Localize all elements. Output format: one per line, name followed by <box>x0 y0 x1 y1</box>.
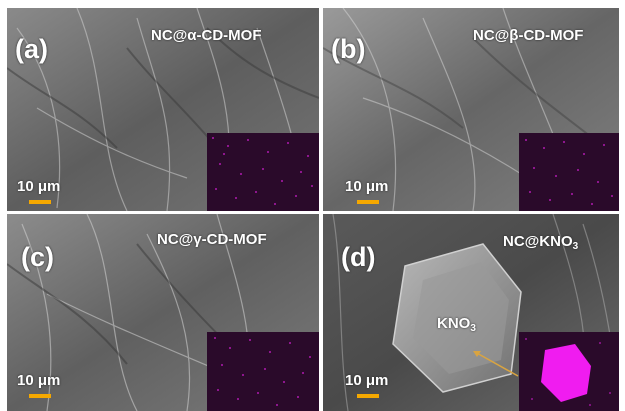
scale-text-a: 10 μm <box>17 178 61 195</box>
eds-map-inset-a <box>207 133 319 211</box>
eds-map-inset-b <box>519 133 619 211</box>
panel-label-c: (c) <box>21 242 54 272</box>
panel-title-b: NC@β-CD-MOF <box>473 27 584 44</box>
sem-panel-b: (b) NC@β-CD-MOF 10 μm <box>323 8 619 211</box>
kno3-annotation-main: KNO <box>437 315 471 332</box>
panel-title-c: NC@γ-CD-MOF <box>157 231 267 248</box>
sem-panel-c: (c) NC@γ-CD-MOF 10 μm <box>7 214 319 411</box>
panel-title-d: NC@KNO3 <box>503 234 578 252</box>
scale-bar-c <box>29 394 51 398</box>
kno3-annotation-label: KNO3 <box>437 316 476 334</box>
scale-bar-a <box>29 200 51 204</box>
sem-panel-d: (d) NC@KNO3 KNO3 10 μm <box>323 214 619 411</box>
sem-image-a <box>7 8 319 211</box>
scale-text-b: 10 μm <box>345 178 389 195</box>
kno3-annotation-sub: 3 <box>470 323 476 334</box>
scale-bar-d <box>357 394 379 398</box>
eds-map-inset-d <box>519 332 619 411</box>
scale-bar-b <box>357 200 379 204</box>
panel-label-a: (a) <box>15 34 48 64</box>
scale-text-c: 10 μm <box>17 372 61 389</box>
panel-title-a: NC@α-CD-MOF <box>151 27 262 44</box>
panel-title-d-sub: 3 <box>572 241 579 252</box>
panel-title-d-main: NC@KNO <box>503 233 573 250</box>
annotation-arrow <box>474 351 519 377</box>
eds-map-inset-c <box>207 332 319 411</box>
panel-label-b: (b) <box>331 34 366 64</box>
panel-label-d: (d) <box>341 242 376 272</box>
eds-kno3-signal <box>541 344 591 402</box>
scale-text-d: 10 μm <box>345 372 389 389</box>
sem-panel-a: (a) NC@α-CD-MOF 10 μm <box>7 8 319 211</box>
